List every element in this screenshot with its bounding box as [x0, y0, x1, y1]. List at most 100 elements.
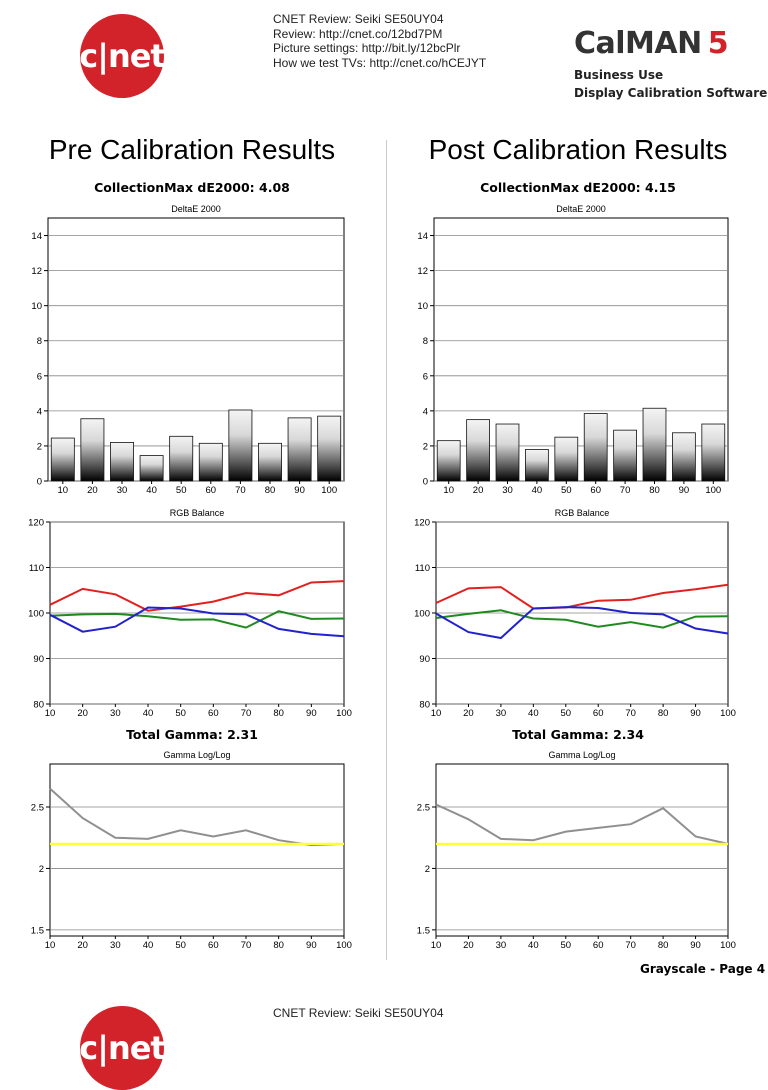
y-tick-label: 2.5 — [417, 803, 430, 814]
bar — [317, 415, 342, 482]
bar — [613, 429, 637, 482]
calman-version: 5 — [707, 26, 729, 61]
bar — [258, 442, 282, 482]
post-collection-max: CollectionMax dE2000: 4.15 — [480, 180, 676, 195]
bar — [110, 442, 134, 482]
x-tick-label: 30 — [110, 708, 121, 719]
x-tick-label: 80 — [649, 485, 660, 496]
picture-settings-line[interactable]: Picture settings: http://bit.ly/12bcPlr — [273, 41, 461, 55]
x-tick-label: 100 — [720, 708, 736, 719]
x-tick-label: 10 — [58, 485, 69, 496]
x-tick-label: 80 — [273, 708, 284, 719]
x-tick-label: 90 — [294, 485, 305, 496]
x-tick-label: 30 — [117, 485, 128, 496]
pre-deltae-chart: DeltaE 2000 0 2 4 6 8 10 12 14 10 20 30 40 50 60 70 80 90… — [31, 204, 345, 496]
x-tick-label: 20 — [77, 708, 88, 719]
y-tick-label: 100 — [28, 609, 44, 620]
x-tick-label: 40 — [143, 940, 154, 951]
x-tick-label: 10 — [431, 940, 442, 951]
series-line-gamma — [49, 787, 345, 847]
x-tick-label: 60 — [593, 708, 604, 719]
x-tick-label: 60 — [208, 940, 219, 951]
y-tick-label: 0 — [37, 477, 42, 488]
bar — [436, 440, 461, 482]
x-tick-label: 50 — [561, 485, 572, 496]
footer-review-info: CNET Review: Seiki SE50UY04 — [273, 1006, 444, 1021]
y-tick-label: 2.5 — [31, 803, 44, 814]
chart-title: RGB Balance — [170, 508, 225, 518]
chart-title: DeltaE 2000 — [171, 204, 221, 214]
x-tick-label: 60 — [208, 708, 219, 719]
x-tick-label: 40 — [528, 708, 539, 719]
y-tick-label: 4 — [37, 406, 42, 417]
pre-total-gamma: Total Gamma: 2.31 — [126, 727, 258, 742]
review-info: CNET Review: Seiki SE50UY04 Review: http… — [273, 12, 486, 70]
y-tick-label: 90 — [33, 654, 44, 665]
post-total-gamma: Total Gamma: 2.34 — [512, 727, 644, 742]
calman-sub-business: Business Use — [574, 68, 664, 82]
cnet-logo: c|net — [79, 14, 166, 98]
x-tick-label: 80 — [265, 485, 276, 496]
bar — [525, 449, 549, 482]
y-tick-label: 110 — [415, 563, 430, 574]
chart-title: Gamma Log/Log — [163, 750, 230, 760]
x-tick-label: 30 — [496, 708, 507, 719]
bar — [80, 418, 105, 482]
y-tick-label: 120 — [28, 518, 44, 529]
y-tick-label: 12 — [31, 266, 42, 277]
bar — [287, 417, 312, 482]
bar — [139, 455, 164, 482]
review-link-line[interactable]: Review: http://cnet.co/12bd7PM — [273, 26, 443, 41]
x-tick-label: 40 — [146, 485, 157, 496]
y-tick-label: 14 — [417, 231, 428, 242]
x-tick-label: 40 — [528, 940, 539, 951]
y-tick-label: 2 — [425, 864, 430, 875]
post-deltae-chart: DeltaE 2000 0 2 4 6 8 10 12 14 10 20 30 40 50 60 70 80 90… — [417, 204, 729, 496]
y-tick-label: 110 — [29, 563, 44, 574]
x-tick-label: 40 — [143, 708, 154, 719]
bar — [198, 442, 223, 482]
calman-subtitle: Business Use Display Calibration Softwar… — [574, 66, 767, 102]
x-tick-label: 60 — [206, 485, 217, 496]
x-tick-label: 90 — [679, 485, 690, 496]
chart-title: DeltaE 2000 — [556, 204, 606, 214]
y-tick-label: 120 — [414, 518, 430, 529]
y-tick-label: 2 — [423, 441, 428, 452]
x-tick-label: 50 — [175, 940, 186, 951]
x-tick-label: 20 — [463, 940, 474, 951]
post-rgb-balance-chart: RGB Balance 80 90 100 110 120 10 20 30 40 50 60 70 80… — [414, 508, 736, 719]
series-line-red — [435, 583, 729, 610]
x-tick-label: 70 — [235, 485, 246, 496]
x-tick-label: 10 — [443, 485, 454, 496]
x-tick-label: 90 — [306, 940, 317, 951]
series-line-red — [49, 580, 345, 612]
x-tick-label: 60 — [590, 485, 601, 496]
y-tick-label: 0 — [423, 477, 428, 488]
series-line-blue — [435, 606, 729, 640]
x-tick-label: 10 — [431, 708, 442, 719]
footer-review-title-line: CNET Review: Seiki SE50UY04 — [273, 1006, 444, 1020]
y-tick-label: 14 — [31, 231, 42, 242]
chart-title: RGB Balance — [555, 508, 610, 518]
calman-wordmark: CalMAN — [574, 26, 702, 61]
how-we-test-line[interactable]: How we test TVs: http://cnet.co/hCEJYT — [273, 55, 487, 70]
y-tick-label: 10 — [417, 301, 428, 312]
post-calibration-title: Post Calibration Results — [428, 134, 728, 165]
pre-calibration-title: Pre Calibration Results — [48, 134, 336, 165]
y-tick-label: 8 — [423, 336, 428, 347]
x-tick-label: 30 — [502, 485, 513, 496]
bar — [642, 407, 667, 482]
x-tick-label: 100 — [321, 485, 337, 496]
bar — [583, 413, 608, 482]
x-tick-label: 90 — [690, 708, 701, 719]
bar — [228, 409, 253, 482]
footer-cnet-logo: c|net — [79, 1006, 166, 1090]
section-divider — [386, 140, 387, 960]
plot-frame — [435, 763, 729, 937]
x-tick-label: 80 — [658, 708, 669, 719]
x-tick-label: 70 — [625, 708, 636, 719]
x-tick-label: 80 — [273, 940, 284, 951]
series-line-gamma — [435, 803, 729, 845]
x-tick-label: 20 — [463, 708, 474, 719]
x-tick-label: 30 — [110, 940, 121, 951]
